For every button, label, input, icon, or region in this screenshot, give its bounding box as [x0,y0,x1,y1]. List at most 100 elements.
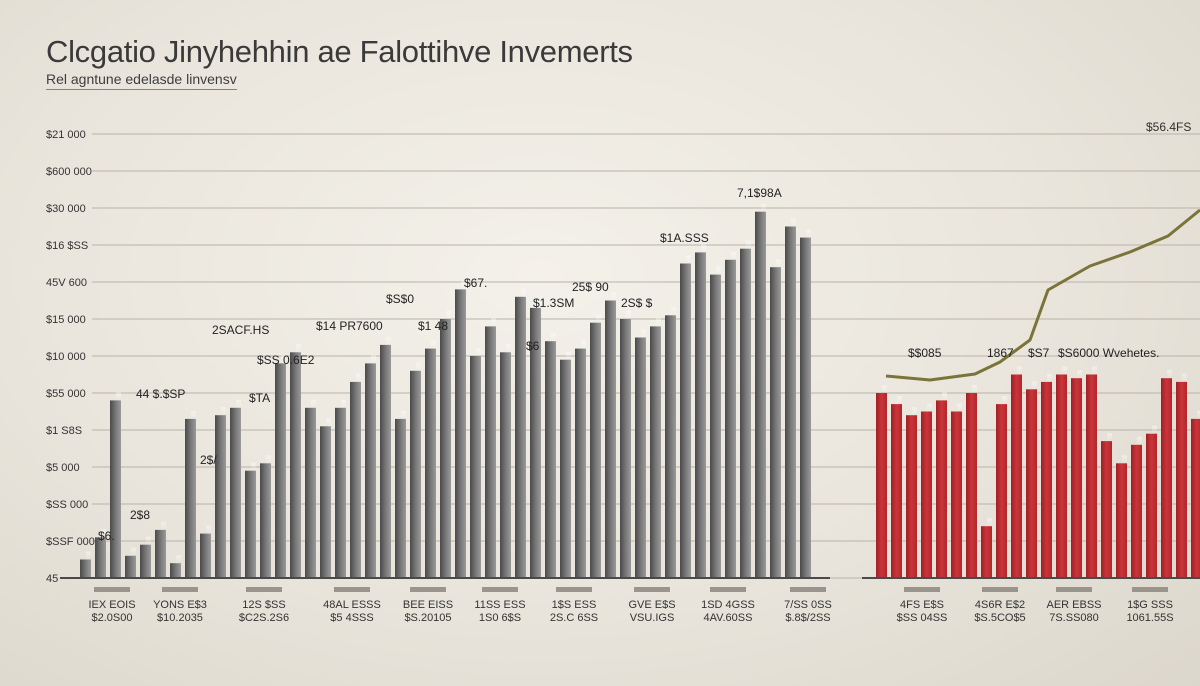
data-label: $SS 0.6E2 [257,353,315,367]
x-tick-label: AER EBSS [1046,599,1101,611]
grey-bar [230,407,241,578]
data-label: 7,1$98A [737,186,782,200]
red-bar [1116,463,1127,578]
x-tick-sublabel: 7S.SS080 [1049,612,1099,624]
red-bar [921,411,932,578]
grey-bar-highlight [491,318,496,327]
x-tick-sublabel: 2S.C 6SS [550,612,598,624]
x-tick-mark [790,587,826,592]
grey-bar-highlight [521,288,526,297]
grey-bar [710,274,721,578]
grey-bar [515,296,526,578]
x-tick-sublabel: $.8$/2SS [785,612,830,624]
red-bar-highlight [1197,410,1200,419]
x-tick-mark [982,587,1018,592]
x-tick-mark [1056,587,1092,592]
red-bar-highlight [882,385,887,393]
grey-bar-highlight [266,455,271,464]
grey-bar [785,226,796,578]
corner-value-label: $56.4FS [1146,120,1191,134]
grey-bar-highlight [701,244,706,253]
y-tick-label: $30 000 [46,203,86,215]
grey-bar [80,559,91,578]
grey-bar [620,319,631,578]
y-tick-label: $21 000 [46,129,86,141]
y-tick-label: 45 [46,573,58,585]
x-tick-mark [246,587,282,592]
data-label: $6 [526,339,540,353]
x-tick-sublabel: VSU.IGS [630,612,675,624]
red-bar [1056,374,1067,578]
grey-bar-highlight [476,348,481,356]
grey-bar [170,563,181,578]
x-tick-label: GVE E$S [628,599,675,611]
data-label: $TA [249,391,270,405]
x-tick-mark [410,587,446,592]
x-tick-sublabel: 4AV.60SS [704,612,753,624]
grey-bar-highlight [671,307,676,316]
red-bar [1086,374,1097,578]
grey-bar-highlight [341,399,346,408]
red-bar-highlight [1137,436,1142,445]
grey-bar-highlight [296,344,301,353]
grey-bar-highlight [656,318,661,327]
x-tick-mark [710,587,746,592]
red-bar-highlight [957,403,962,412]
grey-bar [125,555,136,578]
x-axis: IEX EOIS$2.0S00 YONS E$3$10.2035 12S $SS$C… [60,577,1200,624]
x-tick-label: 12S $SS [242,599,285,611]
value-labels: $6. 2$8 44 $.$SP 2SACF.HS $SS 0.6E2 2$/ $TA $14… [98,186,1159,543]
grey-bar [260,463,271,578]
grey-bar [410,370,421,578]
red-bar-highlight [1122,455,1127,464]
x-tick-mark [904,587,940,592]
x-tick-mark [94,587,130,592]
data-label: $1.3SM [533,296,574,310]
x-tick-mark [162,587,198,592]
red-bar-highlight [1047,373,1052,382]
red-bar [1101,441,1112,578]
grey-bar-highlight [326,418,331,427]
data-label: 44 $.$SP [136,387,185,401]
data-label: $14 PR [316,319,356,333]
grey-bar-highlight [131,547,136,556]
red-bar-highlight [1032,381,1037,390]
grey-bar [800,237,811,578]
x-tick-label: 4S6R E$2 [975,599,1025,611]
grey-bar [545,341,556,578]
grey-bar [470,356,481,578]
red-bar-highlight [897,396,902,405]
data-label: $1 48 [418,319,448,333]
trend-line [885,208,1200,382]
grey-bar [380,344,391,578]
grey-bar-highlight [311,399,316,408]
grey-bar-highlight [746,240,751,249]
x-tick-mark [482,587,518,592]
data-label: 2SACF.HS [212,323,269,337]
red-bar-highlight [1092,366,1097,375]
red-bar [981,526,992,578]
x-tick-sublabel: 1S0 6$S [479,612,521,624]
x-tick-mark [334,587,370,592]
red-bar [1011,374,1022,578]
grey-bar-highlight [446,311,451,319]
red-bar [936,400,947,578]
red-bar-highlight [972,385,977,393]
grey-bar-highlight [386,336,391,345]
y-tick-label: $15 000 [46,314,86,326]
red-bar-highlight [1167,370,1172,379]
grey-bar [590,322,601,578]
trend-line-group [885,208,1200,382]
grey-bar [575,348,586,578]
red-bar [1041,381,1052,578]
grey-bar-highlight [581,340,586,349]
x-tick-label: BEE EISS [403,599,453,611]
data-label: 2S$ $ [621,296,653,310]
data-label: $S6000 Wvehetes. [1058,346,1159,360]
data-label: 2$/ [200,453,217,467]
grey-bar-highlight [761,203,766,212]
grey-bar-highlight [176,555,181,564]
y-tick-label: $10 000 [46,351,86,363]
